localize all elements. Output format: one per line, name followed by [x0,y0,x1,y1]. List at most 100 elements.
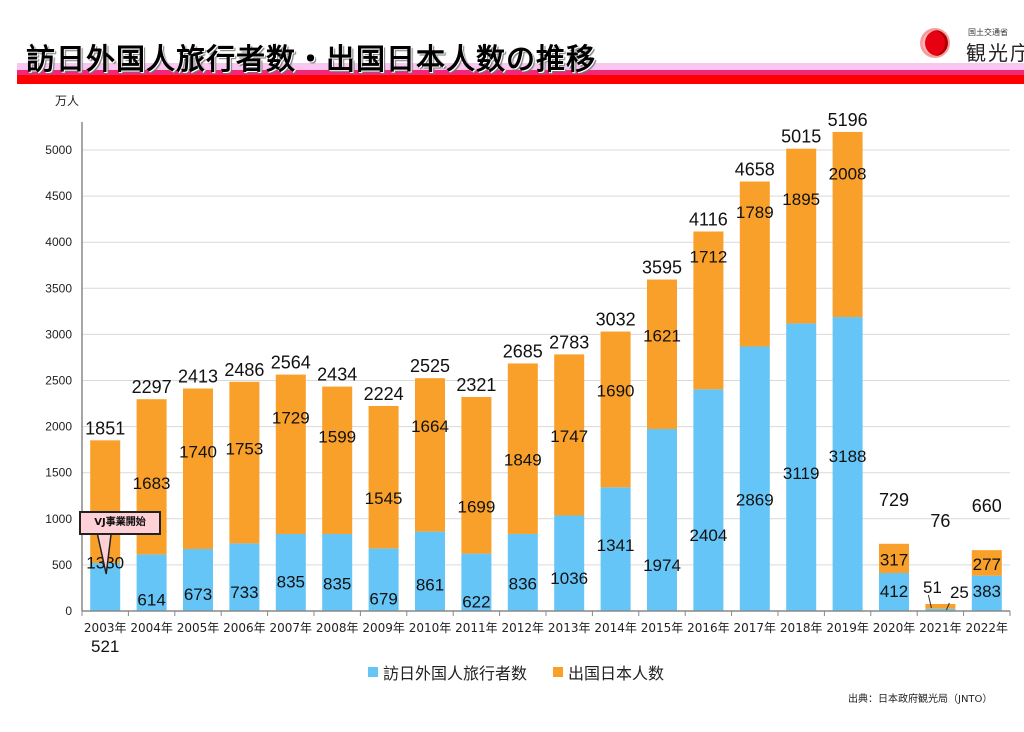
data-label-inbound: 835 [323,575,351,594]
x-tick-label: 2009年 [362,621,405,635]
header-band-red [17,75,1024,84]
data-label-outbound: 1849 [504,451,542,470]
data-label-total: 2685 [503,341,543,361]
bar-outbound [368,405,399,549]
bar-outbound [183,388,213,549]
data-label-inbound: 1974 [643,556,681,575]
bar-inbound [786,323,817,611]
data-label-total: 2564 [271,353,311,373]
data-label-inbound: 733 [230,583,258,602]
data-label-inbound: 2404 [689,526,727,545]
data-label-total: 4116 [689,210,728,230]
logo-circle-icon [920,28,950,58]
data-label-total: 2413 [178,367,218,387]
x-tick-label: 2018年 [780,621,823,635]
bar-inbound [275,534,306,611]
bar-inbound [647,428,677,611]
bar-outbound [507,363,538,534]
bar-outbound [461,397,492,554]
data-label-outbound: 2008 [829,164,867,183]
bar-outbound [322,386,353,535]
data-label-total: 76 [930,511,950,531]
source-note: 出典：日本政府観光局（JNTO） [848,694,993,705]
leader-line [927,594,932,609]
bar-inbound [415,531,445,611]
data-label-total: 2486 [224,360,264,380]
x-tick-label: 2012年 [502,621,545,635]
data-label-outbound: 1683 [133,474,171,493]
data-label-total: 2321 [456,375,496,395]
bar-inbound [971,575,1002,611]
header-band-pink [17,70,1024,75]
x-tick-label: 2017年 [734,621,777,635]
bar-outbound [647,279,677,429]
vj-callout: VJ事業開始 [79,511,161,535]
legend-swatch-outbound [553,667,564,677]
data-label-total: 2525 [410,356,450,376]
data-label-outbound: 1740 [179,443,217,462]
bar-outbound [229,381,260,544]
data-label-total: 5196 [828,110,868,130]
data-label-total: 660 [972,496,1002,516]
logo-agency-text: 観光庁 [966,41,1024,65]
data-label-inbound: 3188 [829,447,867,466]
bar-inbound [693,389,724,611]
data-label-outbound: 1545 [365,489,403,508]
page-title: 訪日外国人旅行者数・出国日本人数の推移 [26,42,597,76]
data-label-outbound: 1895 [782,190,820,209]
data-label-inbound: 521 [91,637,119,656]
x-tick-label: 2021年 [919,621,962,635]
data-label-outbound: 1599 [318,427,356,446]
x-tick-label: 2019年 [826,621,869,635]
x-tick-label: 2005年 [177,621,220,635]
data-label-outbound: 1789 [736,203,774,222]
data-label-outbound: 1664 [411,417,449,436]
y-tick-label: 1000 [45,512,72,526]
bar-inbound [739,346,770,611]
data-label-total: 3032 [596,310,636,330]
data-label-total: 4658 [735,160,775,180]
data-label-outbound: 1729 [272,408,310,427]
header-band-pale [17,63,1024,71]
bar-inbound [368,548,399,611]
y-tick-label: 2000 [45,420,72,434]
data-label-inbound: 383 [973,582,1001,601]
data-label-outbound: 1621 [643,326,681,345]
data-label-total: 2224 [364,384,404,404]
bar-outbound [832,131,863,318]
legend-label-outbound: 出国日本人数 [568,664,665,683]
y-tick-label: 2500 [45,374,72,388]
y-axis-ticks: 0 500 1000 1500 2000 2500 3000 3500 4000 4500 5000 [45,143,72,618]
bars [90,131,1002,611]
data-labels: 5211330185161416832297673174024137331753… [85,110,1002,656]
x-tick-label: 2020年 [873,621,916,635]
x-tick-label: 2004年 [130,621,173,635]
bar-inbound [600,487,631,611]
data-label-inbound: 673 [184,585,212,604]
data-label-outbound: 51 [923,578,942,597]
data-label-inbound: 1036 [550,569,588,588]
bar-inbound [183,548,213,611]
y-tick-label: 3000 [45,327,72,341]
legend-swatch-inbound [368,667,378,677]
bar-outbound [693,231,724,390]
data-label-inbound: 622 [462,592,490,611]
x-tick-label: 2013年 [548,621,591,635]
x-tick-label: 2016年 [687,621,730,635]
y-tick-label: 4000 [45,235,72,249]
bar-inbound [229,543,260,611]
x-tick-label: 2010年 [409,621,452,635]
x-tick-label: 2015年 [641,621,684,635]
data-label-outbound: 277 [973,555,1001,574]
bar-outbound [925,603,956,609]
data-label-inbound: 412 [880,582,908,601]
x-axis: 2003年 2004年 2005年 2006年 2007年 2008年 2009年 2010年… [81,122,1011,635]
data-label-total: 729 [879,490,909,510]
bar-outbound [971,550,1002,576]
bar-inbound [554,515,585,611]
x-tick-label: 2011年 [455,621,498,635]
data-label-total: 2297 [132,377,172,397]
data-label-inbound: 3119 [783,464,820,483]
bar-outbound [600,331,631,488]
